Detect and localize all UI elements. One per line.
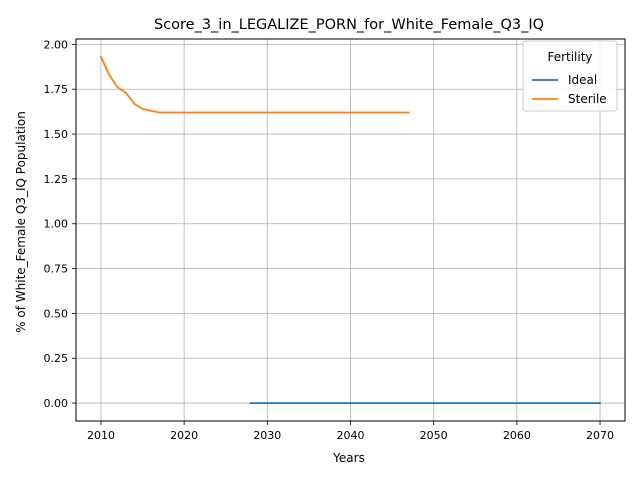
x-tick-label: 2010 [87,429,115,442]
ticks: 2010 2020 2030 2040 2050 2060 2070 0.00 0.25 0.50… [44,38,615,442]
y-tick-label: 0.75 [44,263,69,276]
x-tick-label: 2020 [170,429,198,442]
y-tick-label: 1.00 [44,218,69,231]
x-tick-label: 2050 [420,429,448,442]
legend-label-sterile: Sterile [568,92,607,106]
y-tick-label: 1.50 [44,128,69,141]
legend-label-ideal: Ideal [568,73,597,87]
x-tick-label: 2070 [586,429,614,442]
x-tick-label: 2040 [337,429,365,442]
series-layer [99,55,601,405]
y-tick-label: 2.00 [44,38,69,51]
x-tick-label: 2030 [253,429,281,442]
y-tick-label: 0.25 [44,352,69,365]
y-tick-label: 1.75 [44,83,69,96]
y-tick-label: 0.50 [44,307,69,320]
x-tick-label: 2060 [503,429,531,442]
grid [76,39,625,421]
legend: Fertility Ideal Sterile [522,40,618,112]
series-line-sterile [99,55,410,114]
x-axis-label: Years [332,451,365,465]
legend-title: Fertility [547,50,592,64]
y-tick-label: 1.25 [44,173,69,186]
legend-box [522,40,618,112]
y-axis-label: % of White_Female Q3_IQ Population [14,111,28,333]
chart-title: Score_3_in_LEGALIZE_PORN_for_White_Femal… [154,17,544,33]
y-tick-label: 0.00 [44,397,69,410]
